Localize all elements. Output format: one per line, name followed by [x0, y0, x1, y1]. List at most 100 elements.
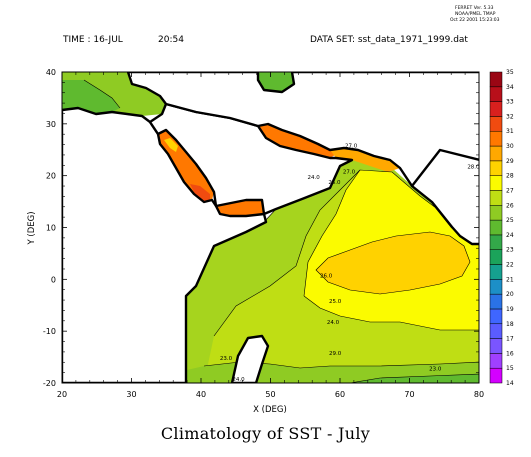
arabia-landmass: [148, 102, 354, 216]
colorbar-swatch: [489, 71, 503, 88]
contour-label: 24.0: [307, 175, 320, 181]
colorbar-label: 33: [506, 99, 514, 106]
colorbar-swatch: [489, 219, 503, 236]
y-tick-label: 30: [46, 120, 56, 129]
colorbar-label: 17: [506, 336, 514, 343]
contour-28: [315, 231, 471, 295]
colorbar-swatch: [489, 116, 503, 132]
dataset-label: DATA SET: sst_data_1971_1999.dat: [310, 35, 468, 45]
colorbar-label: 29: [506, 158, 514, 165]
colorbar-swatch: [489, 264, 503, 280]
colorbar-label: 24: [506, 232, 514, 239]
colorbar-label: 26: [506, 202, 514, 209]
colorbar-label: 19: [506, 306, 514, 313]
colorbar-label: 27: [506, 187, 514, 194]
gulf-of-oman: [330, 148, 400, 172]
contour-label: 27.0: [343, 170, 356, 176]
red-sea-north: [164, 138, 178, 152]
colorbar-swatch: [489, 205, 503, 221]
contour-mediterranean: [83, 79, 121, 109]
contour-labels-group: 29.024.025.026.023.023.024.027.026.024.0…: [220, 144, 480, 383]
colorbar-label: 28: [506, 173, 514, 180]
contour-label: 27.0: [345, 144, 358, 150]
colorbar-swatch: [489, 293, 503, 310]
coastlines: [62, 72, 479, 383]
colorbar-label: 18: [506, 321, 514, 328]
ferret-line-2: NOAA/PMEL TMAP: [455, 11, 496, 17]
colorbar-swatch: [489, 130, 503, 147]
chart-caption: Climatology of SST - July: [160, 424, 371, 443]
colorbar-label: 16: [506, 350, 514, 357]
y-tick-label: -10: [43, 327, 56, 336]
africa-landmass: [62, 106, 268, 383]
colorbar-swatch: [489, 308, 503, 325]
colorbar-group: 14 15 16 17 18 19 20 21 22 23 24 25 26 27 28 29 30 31 32 33…: [489, 69, 514, 387]
y-tick-label: 40: [46, 68, 56, 77]
contour-26: [213, 169, 361, 337]
contour-label: 29.0: [329, 351, 342, 357]
time-label: TIME : 16-JUL: [62, 35, 123, 45]
colorbar-swatch: [489, 249, 503, 265]
y-tick-label: -20: [43, 379, 56, 388]
mediterranean-east: [62, 80, 120, 114]
colorbar-swatch: [489, 86, 503, 102]
contour-label: 26.0: [328, 180, 341, 186]
ocean-28-region: [316, 232, 470, 294]
contour-25-south: [303, 295, 479, 331]
x-tick-label: 30: [126, 390, 136, 399]
contour-label: 23.0: [220, 356, 233, 362]
x-tick-label: 80: [474, 390, 484, 399]
contour-23-south: [349, 373, 479, 383]
colorbar-label: 31: [506, 128, 514, 135]
contour-label: 24.0: [232, 377, 245, 383]
ferret-line-1: FERRET Ver. 5.33: [455, 5, 494, 11]
asia-north-landmass: [126, 72, 479, 229]
contour-label: 26.0: [320, 273, 333, 279]
colorbar-label: 21: [506, 276, 514, 283]
colorbar-swatch: [489, 367, 503, 384]
y-tick-label: 0: [51, 275, 56, 284]
colorbar-swatch: [489, 190, 503, 206]
contour-label: 24.0: [327, 320, 340, 326]
x-tick-label: 70: [404, 390, 414, 399]
colorbar-label: 30: [506, 143, 514, 150]
colorbar-swatch: [489, 175, 503, 191]
x-axis-title: X (DEG): [253, 405, 287, 415]
colorbar-swatch: [489, 145, 503, 162]
colorbar-swatch: [489, 338, 503, 354]
colorbar-swatch: [489, 353, 503, 369]
ocean-23-band: [350, 374, 479, 383]
x-tick-label: 20: [57, 390, 67, 399]
contour-label: 25.0: [329, 299, 342, 305]
x-tick-label: 60: [335, 390, 345, 399]
time-value: 20:54: [158, 35, 184, 45]
colorbar-swatch: [489, 160, 503, 176]
colorbar-label: 20: [506, 291, 514, 298]
colorbar-swatch: [489, 279, 503, 295]
colorbar-swatch: [489, 101, 503, 117]
y-tick-label: 10: [46, 224, 56, 233]
colorbar-label: 23: [506, 247, 514, 254]
colorbar-label: 34: [506, 84, 514, 91]
ferret-line-3: Oct 22 2001 15:23:03: [450, 17, 500, 23]
madagascar-landmass: [230, 334, 270, 383]
colorbar-label: 25: [506, 217, 514, 224]
x-tick-label: 50: [265, 390, 275, 399]
y-tick-label: 20: [46, 172, 56, 181]
black-sea-fragment: [258, 72, 294, 92]
colorbar-label: 35: [506, 69, 514, 76]
colorbar-label: 15: [506, 365, 514, 372]
contour-label: 23.0: [429, 367, 442, 373]
colorbar-label: 14: [506, 380, 514, 387]
india-landmass: [410, 148, 479, 246]
colorbar-label: 22: [506, 262, 514, 269]
colorbar-label: 32: [506, 113, 514, 120]
red-sea-hot: [190, 184, 210, 202]
x-tick-label: 40: [196, 390, 206, 399]
axes-group: 20 30 40 50 60 70 80 -20 -10 0 10 20 30 40: [43, 68, 484, 399]
persian-gulf: [258, 124, 340, 158]
colorbar-swatch: [489, 234, 503, 250]
colorbar-swatch: [489, 323, 503, 339]
contour-label: 28.0: [467, 164, 480, 170]
